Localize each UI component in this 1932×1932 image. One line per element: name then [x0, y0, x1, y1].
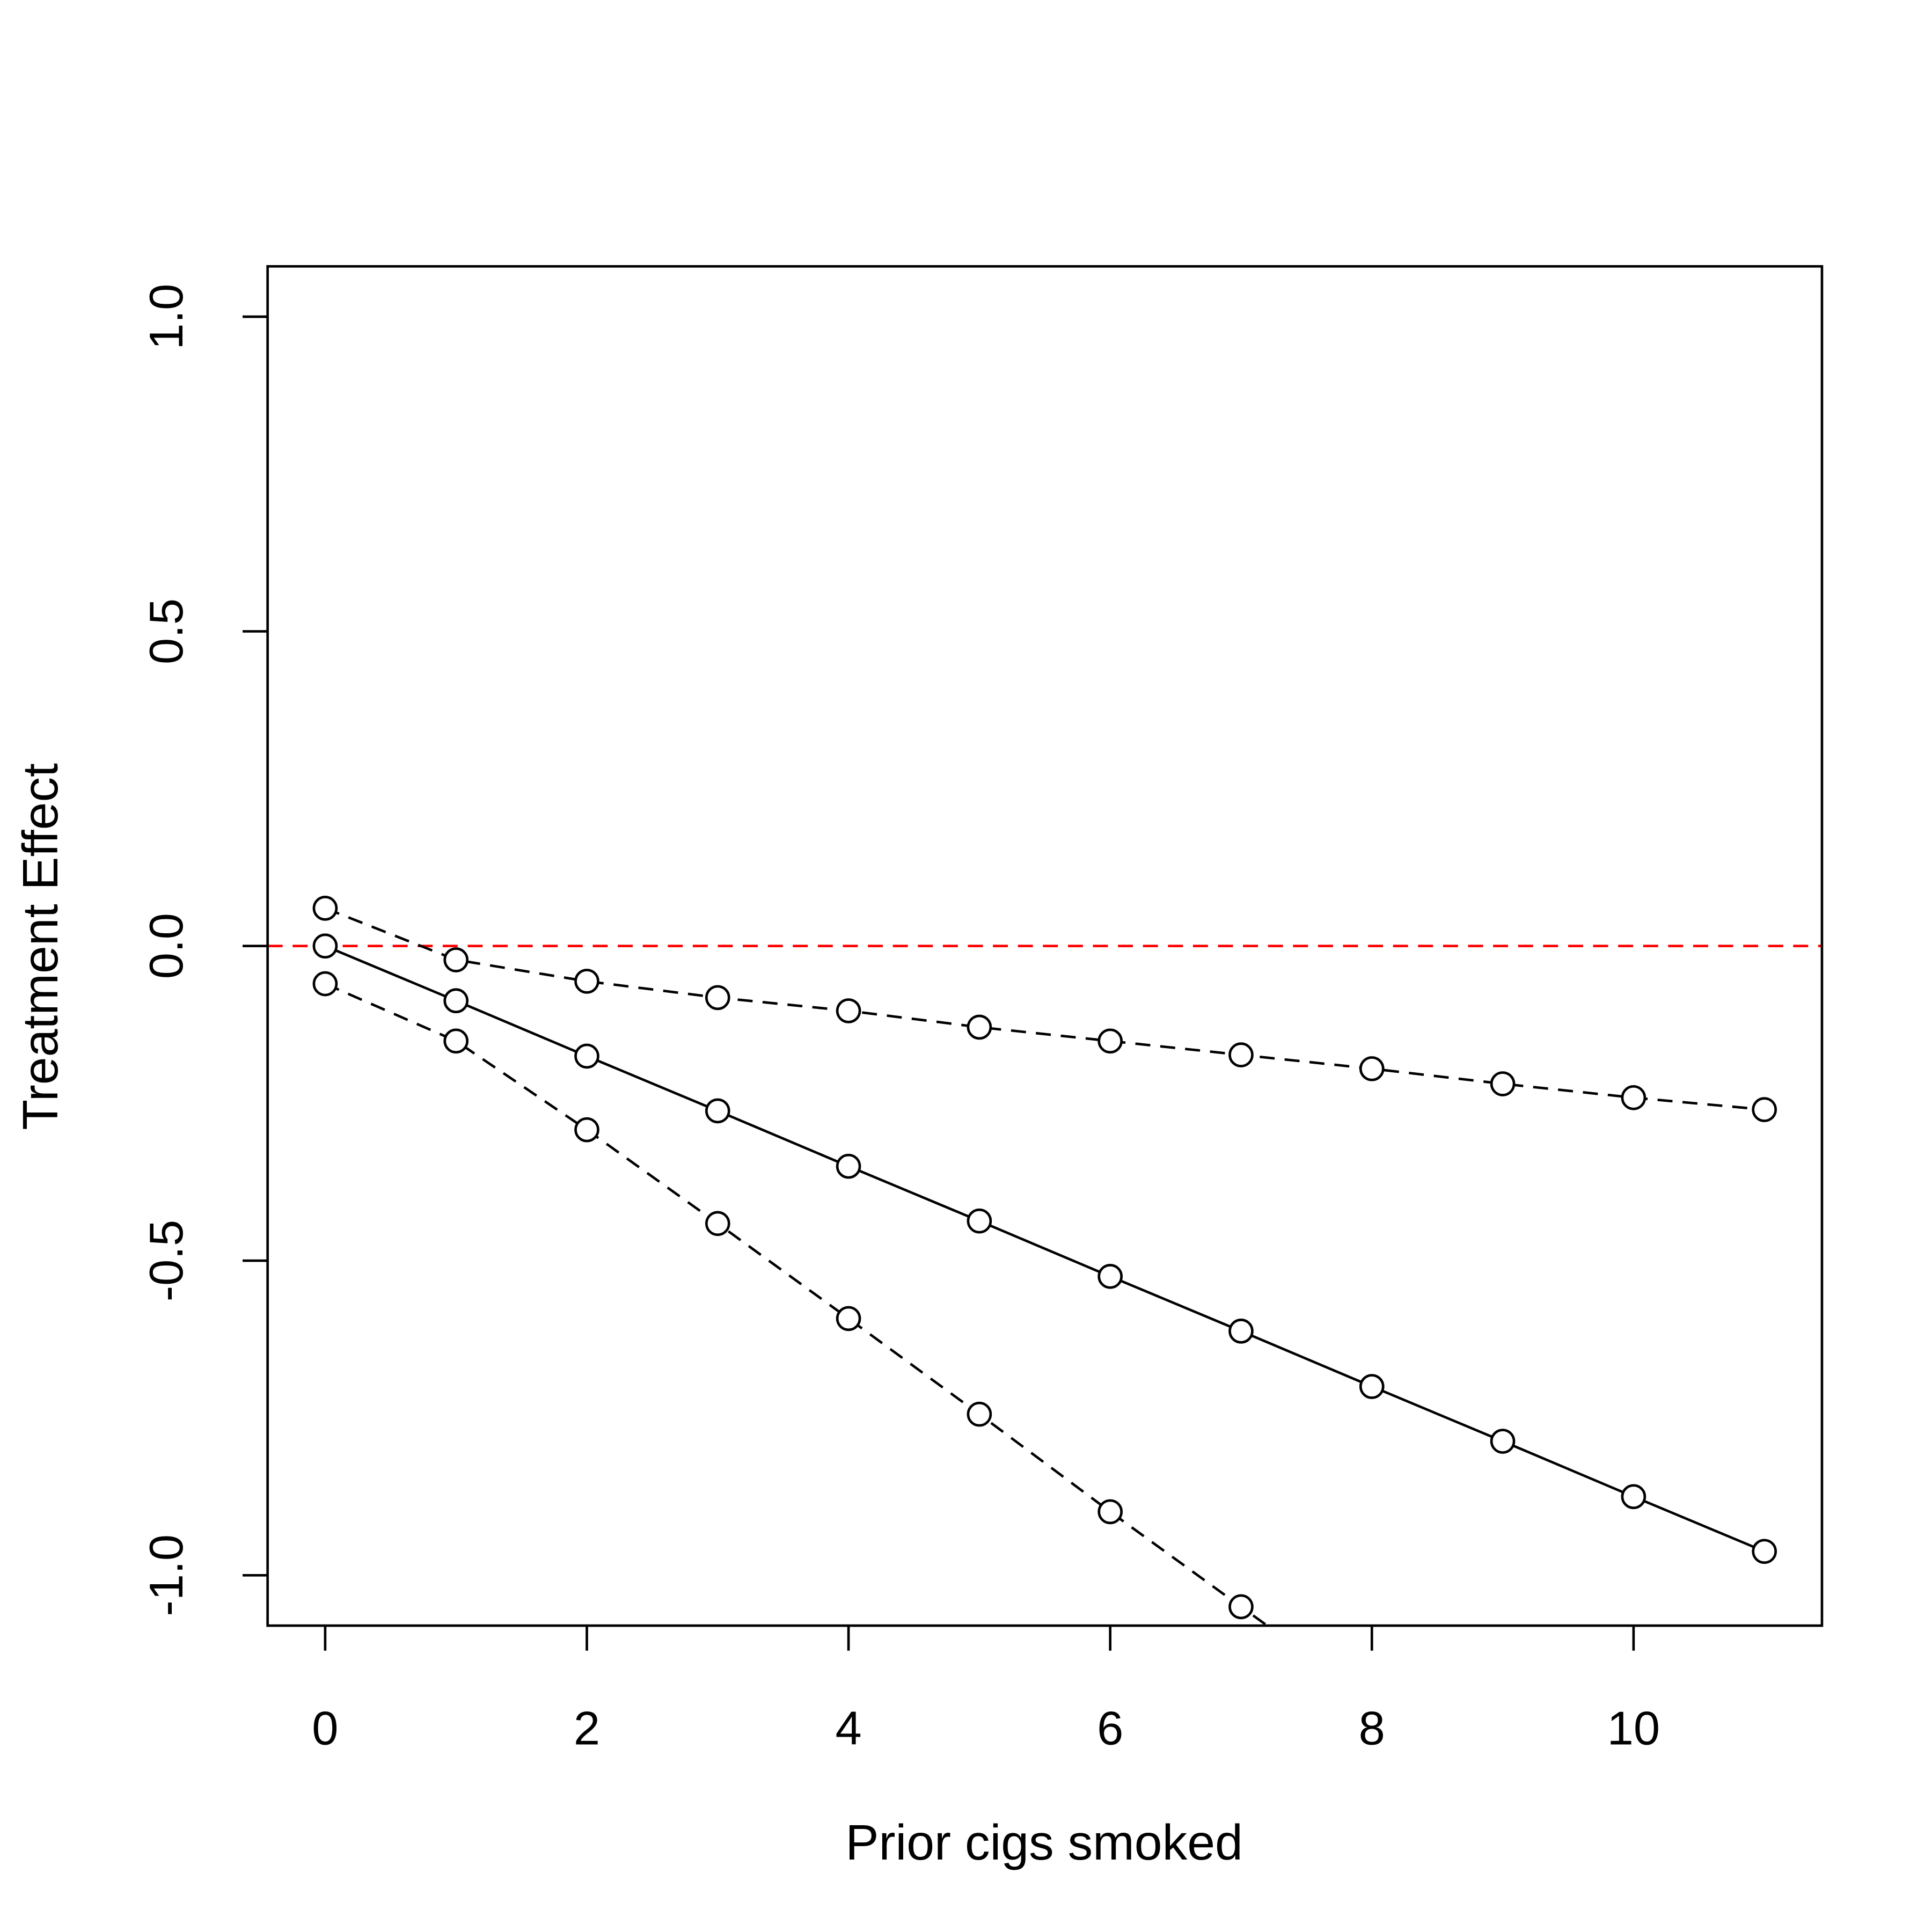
point-marker — [705, 985, 730, 1011]
point-marker — [836, 998, 861, 1023]
point-marker — [1621, 1085, 1646, 1110]
point-marker — [312, 896, 338, 921]
point-marker — [312, 933, 338, 959]
point-marker — [967, 1401, 992, 1427]
point-marker — [1490, 1071, 1516, 1096]
point-marker — [1097, 1028, 1123, 1054]
point-marker — [1359, 1374, 1385, 1399]
y-tick-label: -0.5 — [140, 1220, 193, 1302]
point-marker — [443, 1028, 469, 1054]
series-line — [325, 945, 1765, 1553]
point-marker — [443, 988, 469, 1014]
point-marker — [836, 1306, 861, 1331]
point-marker — [836, 1153, 861, 1179]
point-marker — [1490, 1429, 1516, 1454]
point-marker — [1359, 1056, 1385, 1081]
x-axis-label: Prior cigs smoked — [845, 1814, 1243, 1870]
y-tick-label: 0.0 — [140, 913, 193, 979]
x-tick-label: 4 — [835, 1701, 861, 1754]
x-tick-label: 6 — [1097, 1701, 1123, 1754]
point-marker — [1621, 1484, 1646, 1510]
x-tick-label: 8 — [1359, 1701, 1385, 1754]
point-marker — [705, 1211, 730, 1236]
point-marker — [1752, 1539, 1777, 1564]
plot-area — [267, 896, 1822, 1626]
y-tick-label: 0.5 — [140, 598, 193, 664]
x-tick-label: 0 — [312, 1701, 338, 1754]
point-marker — [1228, 1042, 1254, 1067]
point-marker — [574, 1043, 599, 1069]
x-tick-label: 10 — [1607, 1701, 1660, 1754]
point-marker — [1097, 1264, 1123, 1289]
point-marker — [574, 1117, 599, 1143]
point-marker — [1228, 1319, 1254, 1344]
series-line — [325, 907, 1765, 1111]
y-tick-label: 1.0 — [140, 284, 193, 350]
point-marker — [443, 947, 469, 972]
point-marker — [1097, 1499, 1123, 1525]
point-marker — [967, 1208, 992, 1234]
point-marker — [574, 969, 599, 994]
y-axis-label: Treatment Effect — [12, 763, 68, 1130]
point-marker — [312, 971, 338, 997]
x-tick-label: 2 — [574, 1701, 600, 1754]
point-marker — [705, 1098, 730, 1124]
y-tick-label: -1.0 — [140, 1534, 193, 1616]
point-marker — [967, 1014, 992, 1040]
point-marker — [1752, 1097, 1777, 1122]
point-marker — [1228, 1594, 1254, 1620]
